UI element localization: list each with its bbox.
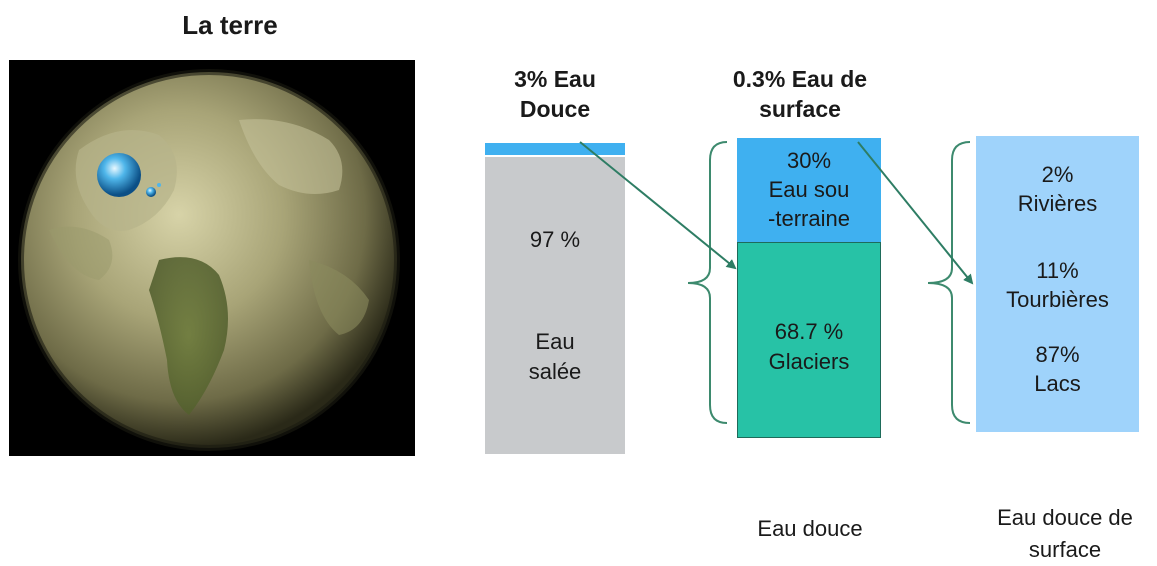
brace-left-col2 xyxy=(687,141,728,424)
salt-label: Eau salée xyxy=(485,327,625,387)
rivers-label: Rivières xyxy=(1017,191,1098,216)
arrow-surface-to-detail xyxy=(857,141,974,285)
salt-label-line1: Eau xyxy=(535,329,575,354)
glacier-text: 68.7 % Glaciers xyxy=(737,317,881,377)
fresh-water-strip xyxy=(485,143,625,155)
lakes-label: Lacs xyxy=(1034,371,1081,396)
col2-heading-line2: surface xyxy=(759,96,841,122)
peat-text: 11% Tourbières xyxy=(976,256,1139,314)
groundwater-text: 30% Eau sou -terraine xyxy=(737,146,881,233)
salt-label-line2: salée xyxy=(528,359,582,384)
col1-heading-line2: Douce xyxy=(519,96,591,122)
col3-caption-line2: surface xyxy=(1028,537,1102,562)
earth-globe-illustration xyxy=(9,60,415,456)
col2-heading: 0.3% Eau de surface xyxy=(690,64,910,124)
groundwater-bar xyxy=(737,138,881,242)
groundwater-label-line1: Eau sou xyxy=(768,177,850,202)
brace-left-col3 xyxy=(927,141,971,424)
page-title: La terre xyxy=(182,10,278,40)
lakes-value: 87% xyxy=(1035,342,1080,367)
lakes-text: 87% Lacs xyxy=(976,340,1139,398)
col1-heading: 3% Eau Douce xyxy=(470,64,640,124)
glacier-label: Glaciers xyxy=(768,349,850,374)
col2-caption: Eau douce xyxy=(757,516,863,541)
salt-value: 97 % xyxy=(529,227,581,252)
salt-water-bar xyxy=(485,157,625,454)
glacier-value: 68.7 % xyxy=(774,319,844,344)
water-drop-icon xyxy=(97,153,141,197)
surface-water-bar xyxy=(976,136,1139,432)
rivers-value: 2% xyxy=(1041,162,1074,187)
col3-caption-line1: Eau douce de xyxy=(997,505,1133,530)
earth-image xyxy=(9,60,415,456)
rivers-text: 2% Rivières xyxy=(976,160,1139,218)
col3-caption: Eau douce de surface xyxy=(955,502,1157,566)
groundwater-value: 30% xyxy=(786,148,832,173)
arrow-fresh-to-glacier xyxy=(579,141,737,270)
groundwater-label-line2: -terraine xyxy=(768,206,850,231)
col2-heading-line1: 0.3% Eau de xyxy=(732,66,868,92)
col1-heading-line1: 3% Eau xyxy=(514,66,596,92)
peat-value: 11% xyxy=(1036,258,1079,283)
peat-label: Tourbières xyxy=(1006,287,1109,312)
glacier-bar xyxy=(737,242,881,438)
